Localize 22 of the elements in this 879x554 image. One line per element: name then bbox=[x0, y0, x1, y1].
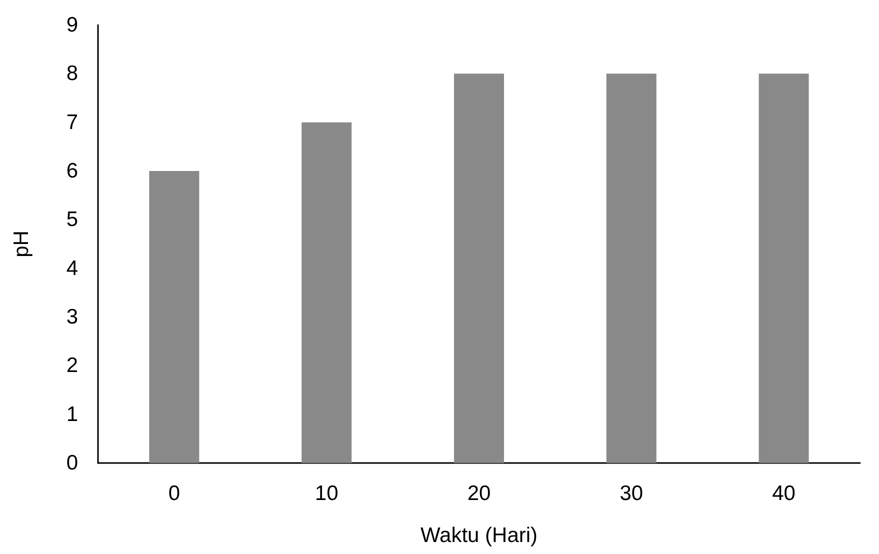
y-tick-label: 5 bbox=[66, 208, 78, 232]
y-tick-label: 9 bbox=[66, 14, 78, 36]
y-tick-label: 3 bbox=[66, 306, 78, 328]
bar bbox=[149, 171, 200, 463]
y-tick-label: 6 bbox=[66, 160, 78, 182]
x-tick-label: 30 bbox=[620, 482, 644, 505]
y-tick-label: 1 bbox=[66, 402, 78, 426]
bar bbox=[454, 74, 504, 463]
bar bbox=[606, 74, 656, 463]
y-tick-label: 0 bbox=[66, 452, 78, 474]
bar bbox=[758, 74, 809, 463]
y-tick-label: 4 bbox=[66, 256, 78, 280]
y-tick-label: 2 bbox=[66, 354, 78, 378]
x-axis-title: Waktu (Hari) bbox=[420, 524, 538, 547]
x-tick-label: 10 bbox=[314, 482, 338, 505]
x-tick-label: 20 bbox=[467, 482, 491, 505]
x-tick-label: 0 bbox=[168, 482, 180, 505]
x-tick-label: 40 bbox=[772, 482, 796, 505]
bar bbox=[302, 122, 352, 463]
y-axis-title: pH bbox=[10, 230, 33, 258]
y-tick-label: 8 bbox=[66, 62, 78, 86]
y-tick-label: 7 bbox=[66, 110, 78, 134]
